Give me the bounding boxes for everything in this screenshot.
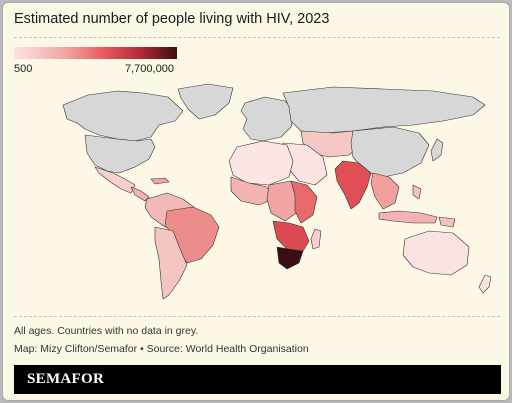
region-new-zealand	[478, 274, 492, 294]
legend-max-label: 7,700,000	[125, 63, 174, 75]
region-png	[438, 216, 456, 228]
top-divider	[14, 37, 500, 38]
region-greenland	[177, 83, 234, 120]
region-china	[350, 126, 430, 178]
region-south-africa	[276, 246, 304, 270]
map-title: Estimated number of people living with H…	[14, 11, 330, 27]
world-map	[62, 83, 492, 300]
map-source: Map: Mizy Clifton/Semafor • Source: Worl…	[14, 343, 309, 355]
region-caribbean	[150, 177, 170, 185]
region-southern-africa	[272, 220, 310, 252]
region-north-africa	[228, 140, 294, 186]
legend-min-label: 500	[14, 63, 33, 75]
legend-color-scale	[14, 47, 177, 59]
region-india	[334, 160, 372, 210]
region-usa	[84, 134, 156, 174]
region-japan	[430, 138, 444, 162]
region-russia	[282, 86, 486, 134]
bottom-divider	[14, 316, 500, 317]
region-southeast-asia	[370, 172, 400, 210]
region-central-america	[130, 186, 150, 202]
brand-logo: SEMAFOR	[27, 371, 105, 387]
region-indonesia	[378, 210, 438, 224]
region-australia	[402, 230, 470, 276]
map-note: All ages. Countries with no data in grey…	[14, 325, 199, 337]
region-west-africa	[230, 176, 274, 206]
region-south-america-south	[154, 226, 188, 300]
region-east-africa	[290, 180, 318, 224]
brand-bar: SEMAFOR	[14, 365, 501, 394]
region-madagascar	[310, 228, 322, 250]
region-europe	[240, 96, 296, 142]
region-philippines	[412, 184, 422, 200]
region-canada-alaska	[62, 90, 184, 142]
region-mexico	[94, 166, 136, 194]
